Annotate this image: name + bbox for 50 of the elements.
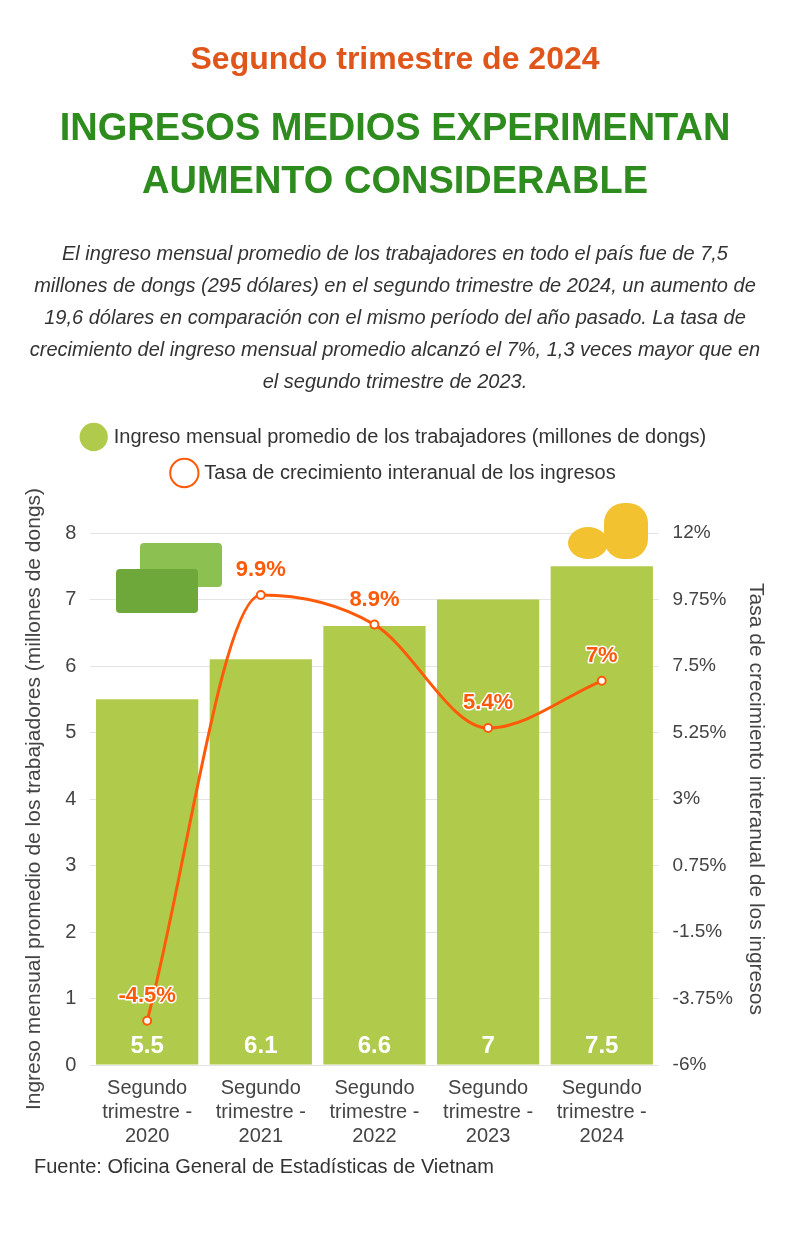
x-tick-label: Segundo trimestre - 2024 <box>556 1075 647 1146</box>
source-note: Fuente: Oficina General de Estadísticas de Vietnam <box>34 1155 495 1179</box>
data-label: 9.9% <box>235 556 286 582</box>
legend-label: Tasa de crecimiento interanual de los ingresos <box>204 460 616 483</box>
y-tick-label: 2 <box>65 919 77 942</box>
legend-label: Ingreso mensual promedio de los trabajadores (millones de dongs) <box>113 424 707 447</box>
y-tick-label: 7 <box>65 587 77 610</box>
data-label: 7% <box>585 642 618 668</box>
point <box>369 620 380 630</box>
y-tick-label: 0 <box>65 1052 77 1075</box>
bar <box>96 699 199 1065</box>
y-tick-label: 3 <box>65 853 77 876</box>
y2-tick-label: 0.75% <box>672 854 727 876</box>
bar <box>550 566 653 1065</box>
bar <box>436 599 540 1065</box>
y2-axis-title: Tasa de crecimiento interanual de los ingresos <box>745 583 769 1016</box>
y2-tick-label: -1.5% <box>672 920 723 942</box>
y2-tick-label: -6% <box>672 1053 707 1075</box>
y2-tick-label: 5.25% <box>672 721 727 743</box>
y-tick-label: 6 <box>65 653 77 676</box>
data-label: 7 <box>481 1031 495 1059</box>
data-label: 6.1 <box>244 1031 278 1059</box>
y2-tick-label: 12% <box>672 521 711 543</box>
text: Segundo trimestre de 2024 <box>189 40 601 77</box>
chart-title: INGRESOS MEDIOS EXPERIMENTAN AUMENTO CONSIDERABLE <box>58 105 732 204</box>
x-tick-label: Segundo trimestre - 2021 <box>215 1075 306 1146</box>
y-tick-label: 1 <box>65 986 77 1009</box>
y-tick-label: 5 <box>65 720 77 743</box>
bar <box>323 626 426 1065</box>
y2-tick-label: -3.75% <box>672 987 733 1009</box>
y2-tick-label: 7.5% <box>672 654 717 676</box>
y2-tick-label: 9.75% <box>672 588 727 610</box>
data-label: 7.5 <box>585 1031 619 1059</box>
point <box>483 723 494 734</box>
chart-subtitle: El ingreso mensual promedio de los trabajadores en todo el país fue de 7,5 millones de dongs (295 dólares) en el segundo trimestre de 2024, un aumento de 19,6 dólares en comparación con el mismo período del año pasado. La tasa de crecimiento del ingreso mensual promedio alcanzó el 7%, 1,3 veces mayor que en el segundo trimestre de 2023. <box>28 241 762 395</box>
x-tick-label: Segundo trimestre - 2022 <box>329 1075 420 1146</box>
x-tick-label: Segundo trimestre - 2020 <box>102 1075 193 1146</box>
y-axis-title: Ingreso mensual promedio de los trabajadores (millones de dongs) <box>21 488 45 1111</box>
point <box>142 1016 153 1027</box>
y2-tick-label: 3% <box>672 787 701 809</box>
bar <box>209 659 312 1065</box>
x-tick-label: Segundo trimestre - 2023 <box>443 1075 534 1146</box>
y-tick-label: 4 <box>65 786 77 809</box>
data-label: 5.4% <box>463 689 514 715</box>
point <box>255 590 266 601</box>
data-label: 6.6 <box>357 1031 392 1059</box>
point <box>596 676 607 687</box>
y-tick-label: 8 <box>65 520 77 543</box>
data-label: 8.9% <box>349 586 400 612</box>
data-label: 5.5 <box>130 1031 164 1059</box>
